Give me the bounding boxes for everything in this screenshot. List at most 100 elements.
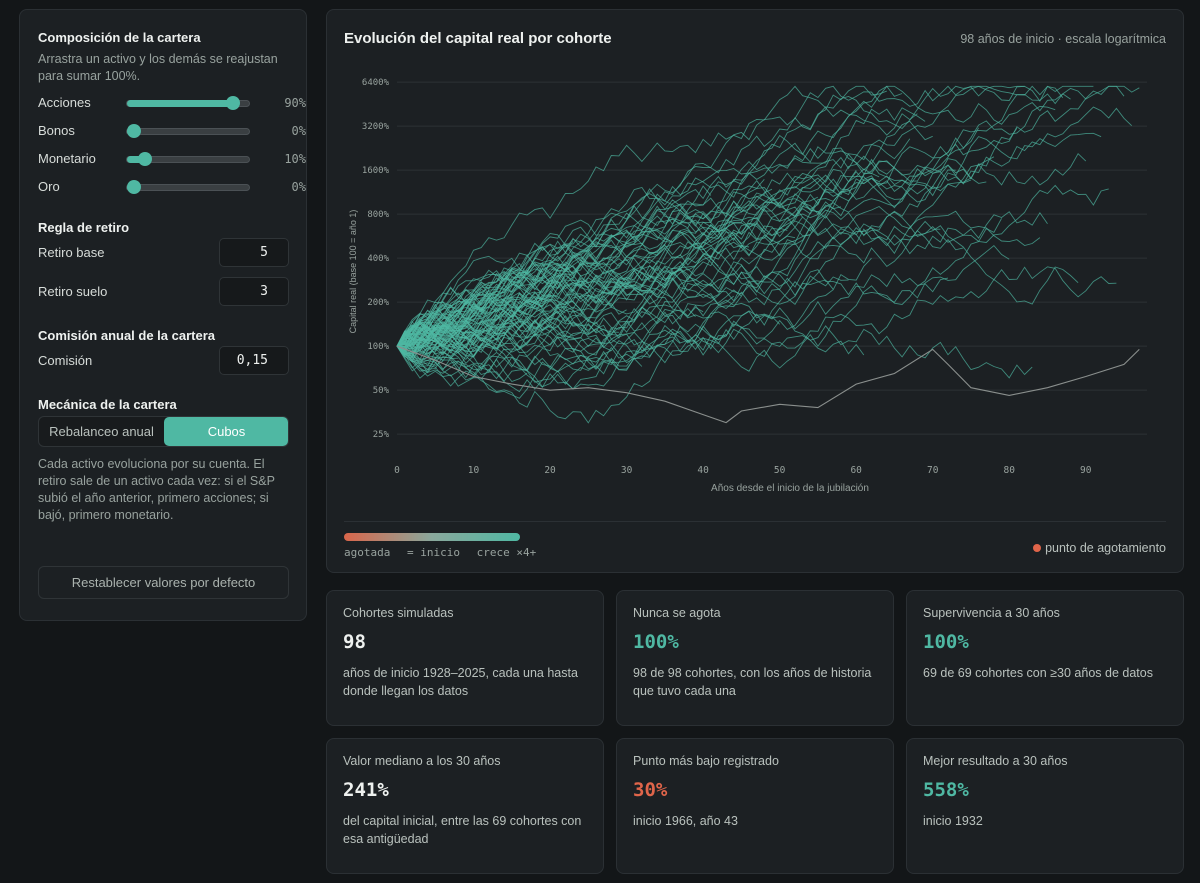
y-tick-label: 1600% [362,166,390,176]
stat-description: del capital inicial, entre las 69 cohort… [343,814,582,846]
cohort-line [396,85,1094,347]
cohort-line [396,327,650,371]
stat-card: Nunca se agota 100% 98 de 98 cohortes, c… [616,590,894,726]
cohort-line [396,105,1056,347]
allocation-row-bonds: Bonos 0% [38,121,306,141]
controls-panel: Composición de la cartera Arrastra un ac… [19,9,307,621]
slider-handle[interactable] [226,96,240,110]
allocation-slider[interactable] [126,96,250,110]
cohort-line [396,107,926,352]
stat-description: 98 de 98 cohortes, con los años de histo… [633,666,872,698]
fee-title: Comisión anual de la cartera [38,328,216,343]
allocation-label: Bonos [38,123,75,138]
legend-depleted: agotada [344,546,391,559]
composition-title: Composición de la cartera [38,30,201,45]
y-tick-label: 50% [373,386,390,396]
y-tick-label: 100% [367,342,389,352]
cohort-line [396,222,796,353]
x-tick-label: 70 [927,465,939,476]
x-tick-label: 10 [468,465,480,476]
allocation-slider[interactable] [126,180,250,194]
stat-value: 30% [633,779,668,801]
slider-fill [127,156,145,163]
allocation-row-stocks: Acciones 90% [38,93,306,113]
cohort-line [396,307,566,349]
cohort-line [396,313,421,347]
stat-description: 69 de 69 cohortes con ≥30 años de datos [923,666,1153,680]
cohort-line [396,120,933,347]
allocation-label: Monetario [38,151,96,166]
y-tick-label: 800% [367,210,389,220]
cohort-line [396,320,482,350]
y-tick-label: 25% [373,430,390,440]
stat-value: 98 [343,631,366,653]
x-tick-label: 90 [1080,465,1092,476]
cohort-line [396,340,474,372]
stat-description: inicio 1966, año 43 [633,814,738,828]
cohort-line [396,295,734,382]
allocation-slider[interactable] [126,124,250,138]
cohort-line [396,211,1048,348]
x-tick-label: 40 [697,465,709,476]
reset-defaults-button[interactable]: Restablecer valores por defecto [38,566,289,599]
depletion-legend: punto de agotamiento [1033,541,1166,555]
cohort-line [396,341,421,354]
cohort-line [396,329,505,357]
cohort-line [396,209,1117,347]
slider-handle[interactable] [127,180,141,194]
y-axis-label: Capital real (base 100 = año 1) [348,210,358,334]
cohort-chart: 25% 50% 100% 200% 400% 800% 1600% 3200% 6400% 0 10… [348,78,1147,494]
allocation-label: Oro [38,179,60,194]
x-tick-label: 60 [850,465,862,476]
allocation-slider[interactable] [126,152,250,166]
cohort-line [396,268,558,347]
base-withdrawal-input[interactable]: 5 [219,238,289,267]
stat-card: Supervivencia a 30 años 100% 69 de 69 co… [906,590,1184,726]
chart-panel: 25% 50% 100% 200% 400% 800% 1600% 3200% 6400% 0 10… [326,9,1184,573]
stat-label: Supervivencia a 30 años [923,606,1060,620]
cohort-line [396,261,597,357]
cohort-line [396,127,1018,347]
x-axis-label: Años desde el inicio de la jubilación [711,483,869,494]
cohort-line [396,306,696,370]
mechanics-title: Mecánica de la cartera [38,397,177,412]
cohort-line [396,93,1071,347]
stat-label: Punto más bajo registrado [633,754,779,768]
stat-value: 100% [633,631,679,653]
mode-buckets-button[interactable]: Cubos [164,417,288,446]
cohort-line [396,169,956,358]
slider-handle[interactable] [138,152,152,166]
floor-withdrawal-input[interactable]: 3 [219,277,289,306]
highlighted-cohort-line [396,345,1140,424]
color-scale-labels: agotada = inicio crece ×4+ [344,546,546,559]
stat-card: Mejor resultado a 30 años 558% inicio 19… [906,738,1184,874]
fee-input[interactable]: 0,15 [219,346,289,375]
cohort-line [396,323,727,424]
composition-hint: Arrastra un activo y los demás se reajus… [38,52,278,83]
stat-label: Cohortes simuladas [343,606,454,620]
cohort-line [396,331,681,390]
stat-value: 100% [923,631,969,653]
color-scale-bar [344,533,520,541]
slider-fill [127,100,233,107]
legend-divider [344,521,1166,522]
mechanics-toggle: Rebalanceo anual Cubos [38,416,289,447]
slider-handle[interactable] [127,124,141,138]
stat-label: Mejor resultado a 30 años [923,754,1068,768]
chart-subtitle: 98 años de inicio · escala logarítmica [960,32,1166,46]
allocation-row-gold: Oro 0% [38,177,306,197]
y-tick-label: 200% [367,298,389,308]
mode-rebalance-button[interactable]: Rebalanceo anual [49,424,154,439]
stat-label: Nunca se agota [633,606,721,620]
cohort-line [396,185,712,363]
depletion-dot-icon [1033,544,1042,552]
cohort-line [396,227,964,393]
cohort-line [396,85,918,347]
cohort-line [396,337,421,347]
cohort-line [396,295,627,347]
cohort-line [396,345,528,383]
chart-title: Evolución del capital real por cohorte [344,30,612,47]
stat-value: 241% [343,779,389,801]
y-tick-label: 400% [367,254,389,264]
x-tick-label: 0 [394,465,400,476]
